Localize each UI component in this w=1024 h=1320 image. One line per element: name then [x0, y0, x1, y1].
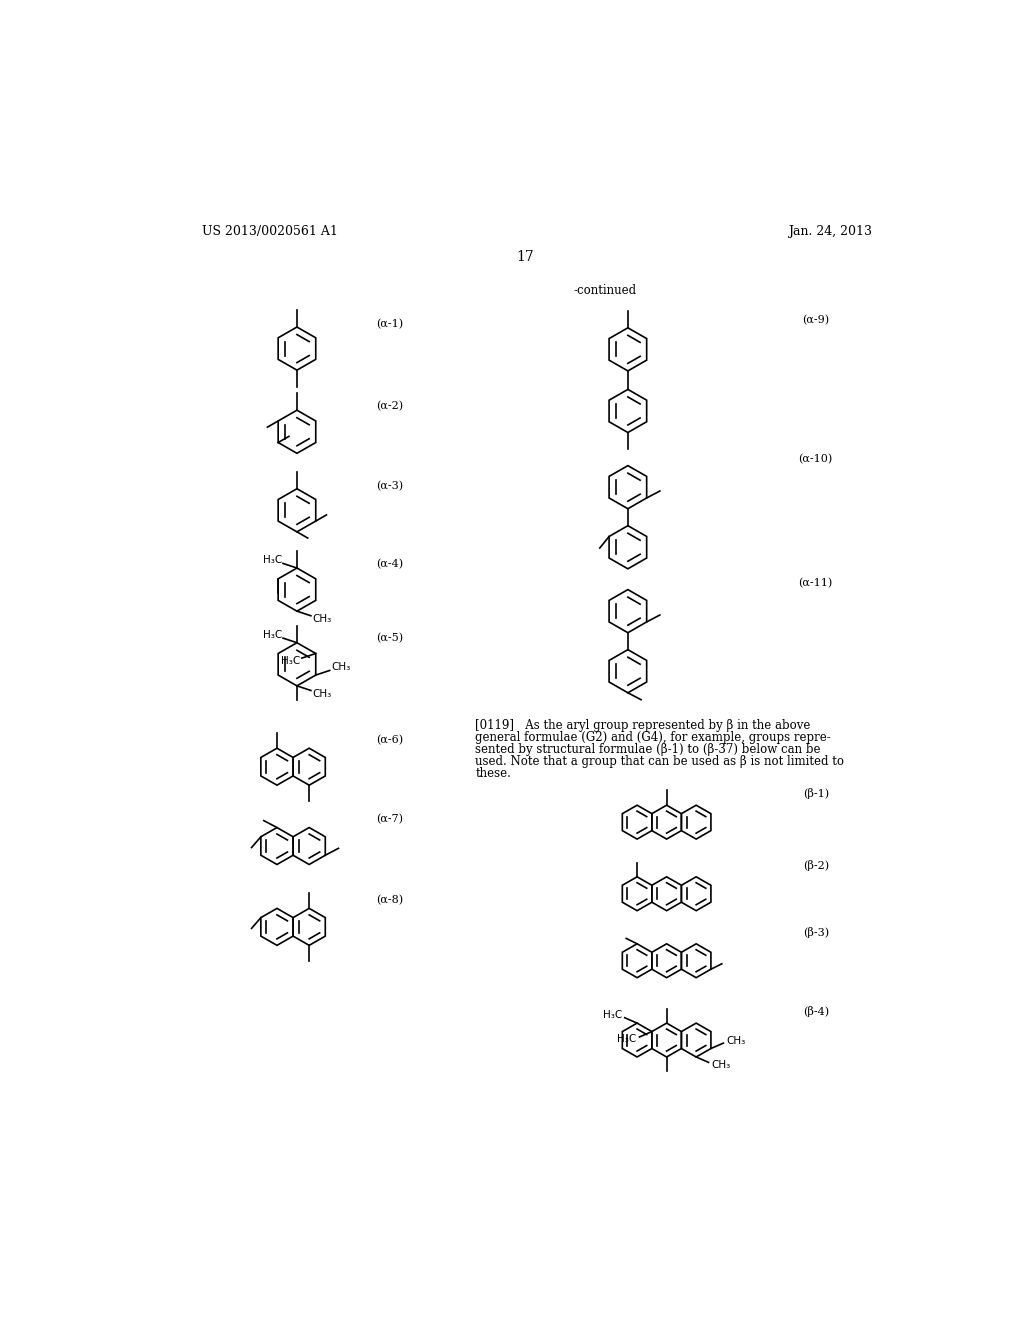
Text: [0119]   As the aryl group represented by β in the above: [0119] As the aryl group represented by …: [475, 719, 811, 733]
Text: H₃C: H₃C: [262, 630, 282, 640]
Text: (α-8): (α-8): [377, 895, 403, 906]
Text: 17: 17: [516, 249, 534, 264]
Text: CH₃: CH₃: [331, 663, 350, 672]
Text: (α-2): (α-2): [377, 401, 403, 412]
Text: H₃C: H₃C: [603, 1010, 622, 1020]
Text: (α-5): (α-5): [377, 634, 403, 643]
Text: (β-1): (β-1): [803, 788, 829, 799]
Text: these.: these.: [475, 767, 511, 780]
Text: CH₃: CH₃: [312, 614, 332, 624]
Text: (β-4): (β-4): [803, 1006, 829, 1016]
Text: (α-6): (α-6): [377, 735, 403, 744]
Text: (α-7): (α-7): [377, 814, 403, 824]
Text: (α-10): (α-10): [799, 454, 833, 463]
Text: used. Note that a group that can be used as β is not limited to: used. Note that a group that can be used…: [475, 755, 844, 768]
Text: US 2013/0020561 A1: US 2013/0020561 A1: [202, 224, 338, 238]
Text: CH₃: CH₃: [726, 1036, 745, 1045]
Text: Jan. 24, 2013: Jan. 24, 2013: [788, 224, 872, 238]
Text: (α-4): (α-4): [377, 560, 403, 569]
Text: CH₃: CH₃: [712, 1060, 730, 1069]
Text: general formulae (G2) and (G4), for example, groups repre-: general formulae (G2) and (G4), for exam…: [475, 731, 830, 744]
Text: (α-9): (α-9): [802, 315, 829, 325]
Text: (α-1): (α-1): [377, 319, 403, 329]
Text: H₃C: H₃C: [262, 556, 282, 565]
Text: (β-3): (β-3): [803, 927, 829, 937]
Text: (β-2): (β-2): [803, 859, 829, 871]
Text: H₃C: H₃C: [282, 656, 301, 667]
Text: CH₃: CH₃: [312, 689, 332, 698]
Text: H₃C: H₃C: [617, 1035, 637, 1044]
Text: (α-3): (α-3): [377, 480, 403, 491]
Text: sented by structural formulae (β-1) to (β-37) below can be: sented by structural formulae (β-1) to (…: [475, 743, 820, 756]
Text: -continued: -continued: [573, 284, 636, 297]
Text: (α-11): (α-11): [799, 578, 833, 589]
